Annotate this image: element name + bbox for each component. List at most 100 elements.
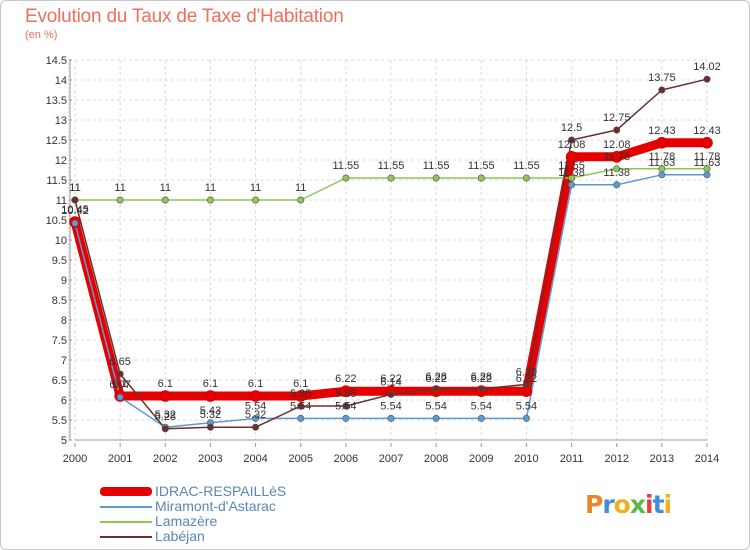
data-point-series-0 [656, 137, 668, 149]
data-label-series-1: 5.54 [335, 400, 356, 412]
data-point-series-3 [161, 425, 169, 433]
data-label-series-1: 6.07 [109, 379, 130, 391]
logo-letter: P [585, 490, 603, 519]
data-point-series-2 [703, 165, 711, 173]
data-label-series-1: 5.54 [471, 400, 492, 412]
data-point-series-3 [613, 126, 621, 134]
data-label-series-2: 11 [295, 182, 306, 194]
data-label-series-2: 11.55 [423, 160, 450, 172]
y-tick-label: 6.5 [52, 375, 67, 387]
data-point-series-2 [613, 165, 621, 173]
x-tick-label: 2014 [695, 453, 719, 465]
data-label-series-0: 12.08 [603, 139, 631, 151]
logo-letter: t [652, 490, 665, 519]
data-label-series-0: 10.45 [61, 204, 89, 216]
data-label-series-0: 6.1 [158, 378, 173, 390]
data-label-series-2: 11 [160, 182, 171, 194]
data-point-series-2 [432, 174, 440, 182]
data-point-series-2 [342, 174, 350, 182]
data-label-series-3: 12.5 [561, 122, 582, 134]
data-label-series-1: 11.63 [648, 157, 675, 169]
data-label-series-2: 11.55 [332, 160, 359, 172]
y-tick-label: 10.5 [46, 215, 67, 227]
data-point-series-3 [252, 423, 260, 431]
data-label-series-0: 6.1 [112, 378, 127, 390]
legend-label: Miramont-d'Astarac [155, 498, 276, 514]
data-label-series-2: 11.55 [378, 160, 405, 172]
data-label-series-2: 11.78 [603, 151, 630, 163]
data-point-series-0 [565, 151, 578, 163]
data-label-series-1: 5.54 [245, 400, 266, 412]
data-label-series-0: 6.22 [471, 373, 492, 385]
data-label-series-0: 12.08 [558, 139, 586, 151]
data-label-series-2: 11.78 [648, 151, 675, 163]
data-label-series-1: 11.63 [694, 157, 721, 169]
chart-subtitle: (en %) [25, 29, 58, 41]
data-label-series-0: 6.1 [203, 378, 218, 390]
data-label-series-3: 5.85 [335, 388, 356, 400]
data-label-series-2: 11 [205, 182, 216, 194]
x-tick-label: 2007 [379, 453, 403, 465]
data-label-series-1: 5.54 [380, 400, 401, 412]
data-label-series-1: 5.54 [290, 400, 311, 412]
legend-label: IDRAC-RESPAILLèS [155, 483, 287, 499]
data-label-series-3: 12.75 [603, 112, 631, 124]
data-label-series-0: 6.22 [425, 373, 446, 385]
data-label-series-2: 11 [69, 182, 80, 194]
logo-letter: i [645, 490, 654, 519]
data-label-series-2: 11.55 [468, 160, 495, 172]
data-label-series-1: 5.54 [425, 400, 446, 412]
data-label-series-3: 11 [69, 182, 80, 194]
data-point-series-0 [340, 385, 352, 398]
legend-swatch [100, 487, 152, 496]
y-tick-label: 9 [61, 275, 67, 287]
x-tick-label: 2006 [334, 453, 358, 465]
y-tick-label: 11.5 [46, 175, 67, 187]
data-point-series-2 [658, 165, 666, 173]
data-label-series-0: 6.1 [248, 378, 263, 390]
x-tick-label: 2000 [63, 453, 87, 465]
data-label-series-3: 14.02 [693, 61, 721, 73]
legend-label: Lamazère [155, 513, 218, 529]
logo-letter: o [613, 490, 631, 519]
y-tick-label: 9.5 [52, 255, 67, 267]
data-label-series-1: 10.42 [61, 205, 89, 217]
data-point-series-3 [71, 196, 79, 204]
data-label-series-2: 11 [250, 182, 261, 194]
legend-swatch [100, 521, 152, 523]
data-label-series-3: 6.14 [380, 376, 401, 388]
data-point-series-1 [568, 181, 576, 189]
data-label-series-0: 6.22 [516, 373, 537, 385]
data-point-series-2 [387, 174, 395, 182]
data-label-series-1: 11.38 [603, 167, 630, 179]
data-point-series-3 [568, 136, 576, 144]
x-tick-label: 2002 [153, 453, 177, 465]
data-label-series-3: 6.28 [471, 371, 492, 383]
data-label-series-1: 5.54 [516, 400, 537, 412]
y-tick-label: 5.5 [52, 415, 67, 427]
logo-letter: r [602, 490, 614, 519]
data-point-series-1 [522, 414, 530, 422]
legend-swatch [100, 506, 152, 508]
data-point-series-0 [249, 390, 262, 402]
data-point-series-2 [522, 174, 530, 182]
data-point-series-2 [568, 174, 576, 182]
data-point-series-2 [477, 174, 485, 182]
data-point-series-2 [206, 196, 214, 204]
data-label-series-3: 5.32 [200, 409, 221, 421]
data-point-series-3 [116, 370, 124, 378]
data-point-series-1 [297, 414, 305, 422]
data-label-series-1: 5.32 [155, 409, 176, 421]
logo-letter: x [629, 490, 646, 519]
data-point-series-1 [387, 414, 395, 422]
data-label-series-0: 6.1 [293, 378, 308, 390]
data-point-series-1 [342, 414, 350, 422]
y-tick-label: 8.5 [52, 295, 67, 307]
data-point-series-2 [297, 196, 305, 204]
data-point-series-1 [116, 393, 124, 401]
x-tick-label: 2008 [424, 453, 448, 465]
data-point-series-1 [252, 414, 260, 422]
data-label-series-3: 6.28 [425, 371, 446, 383]
data-point-series-3 [432, 385, 440, 393]
